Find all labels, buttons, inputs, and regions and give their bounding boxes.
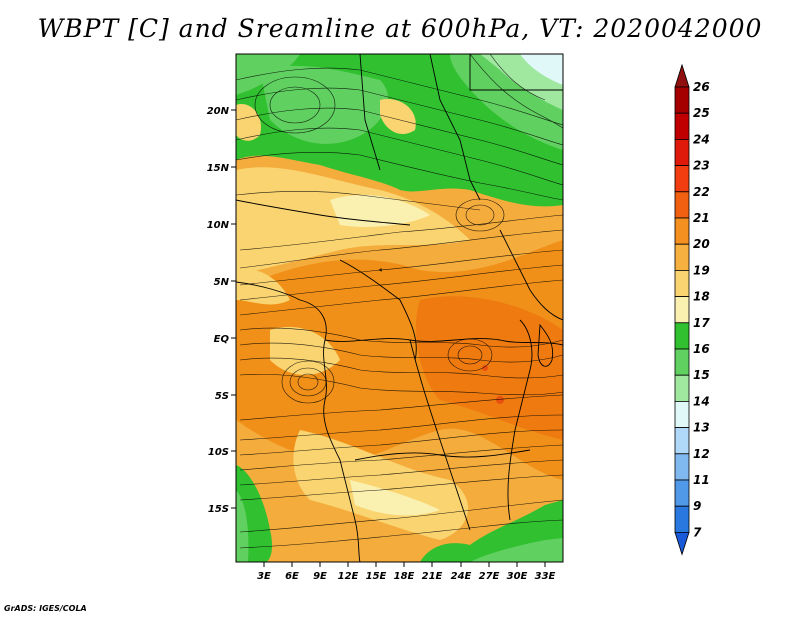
colorbar-swatch <box>674 322 690 350</box>
colorbar-swatch <box>674 296 690 324</box>
lon-axis: 3E 6E 9E 12E 15E 18E 21E 24E 27E 30E 33E <box>257 562 556 582</box>
colorbar-swatch <box>674 453 690 481</box>
lon-label: 12E <box>338 571 359 582</box>
map-frame <box>235 53 564 563</box>
colorbar-swatch <box>674 217 690 245</box>
lat-label: 15N <box>207 163 230 174</box>
lat-label: EQ <box>214 334 230 345</box>
colorbar-top-arrow <box>674 63 690 88</box>
colorbar-label: 17 <box>693 316 710 330</box>
colorbar-label: 12 <box>693 447 710 461</box>
lon-label: 27E <box>479 571 500 582</box>
lon-label: 21E <box>422 571 443 582</box>
lat-label: 15S <box>208 504 229 515</box>
colorbar-label: 25 <box>693 106 710 120</box>
lon-label: 33E <box>535 571 556 582</box>
lon-label: 18E <box>394 571 415 582</box>
colorbar-swatch <box>674 165 690 193</box>
colorbar-label: 26 <box>693 80 710 94</box>
lon-label: 6E <box>285 571 299 582</box>
lon-label: 15E <box>366 571 387 582</box>
colorbar-label: 21 <box>693 211 710 225</box>
colorbar: 26 25 24 23 22 21 20 19 18 17 16 15 14 13 12 11 9 7 <box>674 63 710 556</box>
colorbar-label: 16 <box>693 342 710 356</box>
colorbar-label: 23 <box>693 159 710 173</box>
colorbar-bottom-arrow <box>674 532 690 556</box>
colorbar-swatch <box>674 86 690 114</box>
lat-label: 10N <box>207 220 230 231</box>
wbpt-field <box>236 54 563 562</box>
streamlines <box>236 54 563 549</box>
colorbar-label: 9 <box>693 499 701 513</box>
colorbar-label: 7 <box>693 525 702 539</box>
lat-label: 10S <box>208 447 229 458</box>
lon-label: 24E <box>451 571 472 582</box>
colorbar-swatch <box>674 400 690 428</box>
grads-credit: GrADS: IGES/COLA <box>4 604 87 613</box>
colorbar-label: 20 <box>693 237 710 251</box>
colorbar-swatch <box>674 112 690 140</box>
colorbar-label: 15 <box>693 368 710 382</box>
colorbar-swatch <box>674 269 690 297</box>
colorbar-swatch <box>674 243 690 271</box>
colorbar-swatch <box>674 374 690 402</box>
lon-label: 30E <box>507 571 528 582</box>
colorbar-label: 22 <box>693 185 710 199</box>
colorbar-label: 24 <box>693 132 710 146</box>
lon-label: 3E <box>257 571 271 582</box>
colorbar-label: 19 <box>693 263 710 277</box>
lon-label: 9E <box>313 571 327 582</box>
colorbar-swatch <box>674 348 690 376</box>
colorbar-label: 11 <box>693 473 710 487</box>
lat-axis: 20N 15N 10N 5N EQ 5S 10S 15S <box>207 106 236 515</box>
colorbar-label: 14 <box>693 394 710 408</box>
colorbar-swatch <box>674 505 690 533</box>
colorbar-swatch <box>674 191 690 219</box>
colorbar-label: 13 <box>693 421 710 435</box>
colorbar-swatch <box>674 138 690 166</box>
colorbar-swatch <box>674 427 690 455</box>
lat-label: 20N <box>207 106 230 117</box>
map-title: WBPT [C] and Sreamline at 600hPa, VT: 20… <box>37 14 763 43</box>
country-borders <box>236 54 563 562</box>
lat-label: 5N <box>214 277 230 288</box>
lat-label: 5S <box>215 391 229 402</box>
colorbar-swatch <box>674 479 690 507</box>
colorbar-label: 18 <box>693 290 710 304</box>
